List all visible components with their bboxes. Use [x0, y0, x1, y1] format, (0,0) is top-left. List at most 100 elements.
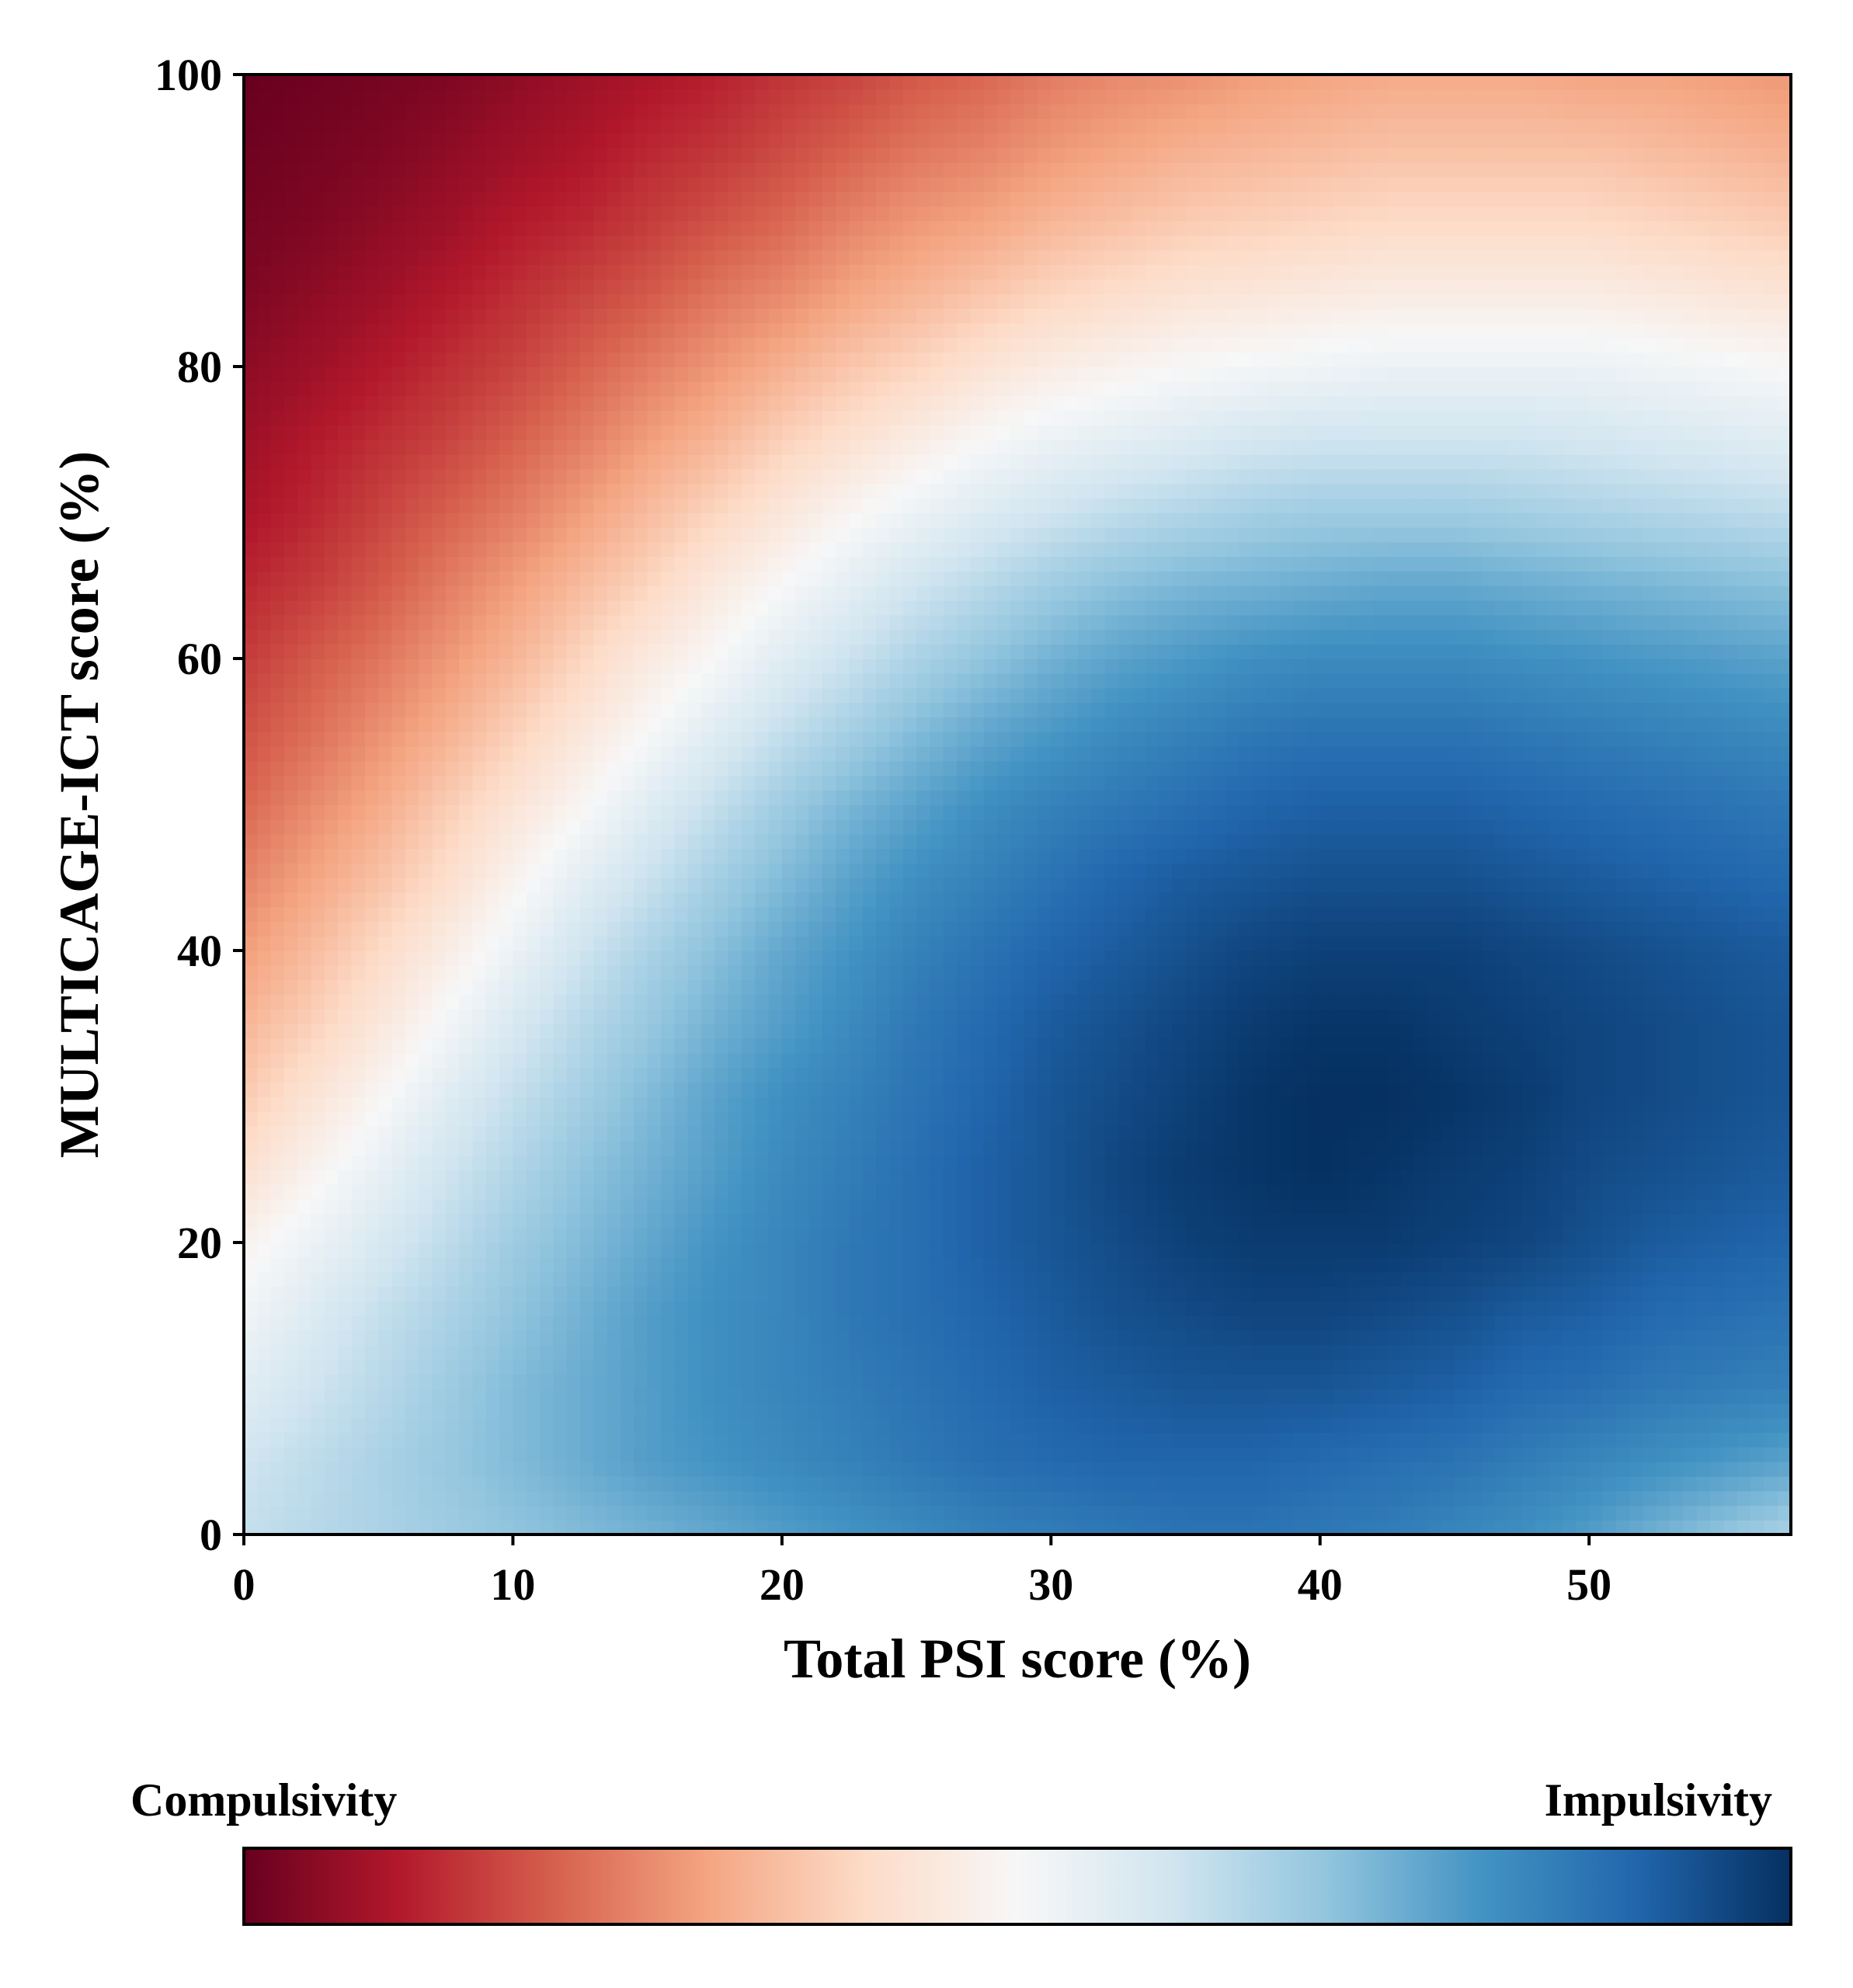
heatmap-cell — [244, 1271, 259, 1288]
heatmap-cell — [660, 1271, 676, 1288]
heatmap-cell — [1253, 1388, 1267, 1404]
heatmap-cell — [593, 1052, 608, 1069]
heatmap-cell — [983, 1490, 998, 1507]
heatmap-cell — [943, 1461, 958, 1477]
heatmap-cell — [1508, 1110, 1523, 1127]
heatmap-cell — [1696, 1271, 1711, 1288]
heatmap-cell — [781, 1110, 796, 1127]
heatmap-cell — [1764, 1388, 1778, 1404]
heatmap-cell — [607, 1315, 621, 1331]
heatmap-cell — [1198, 994, 1213, 1010]
heatmap-cell — [338, 1374, 353, 1389]
heatmap-cell — [445, 1417, 460, 1434]
heatmap-cell — [1198, 1082, 1213, 1097]
heatmap-cell — [540, 1461, 555, 1477]
heatmap-cell — [1494, 1329, 1510, 1346]
heatmap-cell — [378, 1402, 393, 1419]
heatmap-cell — [849, 906, 864, 923]
heatmap-cell — [1454, 1286, 1469, 1302]
heatmap-cell — [1696, 1256, 1711, 1273]
heatmap-cell — [795, 1432, 810, 1448]
heatmap-cell — [351, 1301, 366, 1316]
heatmap-cell — [1293, 921, 1308, 937]
heatmap-cell — [647, 1183, 662, 1200]
heatmap-cell — [1104, 1402, 1119, 1419]
heatmap-cell — [1051, 1447, 1066, 1462]
heatmap-cell — [1333, 994, 1348, 1010]
heatmap-cell — [1575, 1110, 1590, 1127]
heatmap-cell — [540, 1256, 555, 1273]
heatmap-cell — [755, 979, 770, 996]
heatmap-cell — [311, 979, 325, 996]
heatmap-cell — [1306, 979, 1321, 996]
heatmap-cell — [1239, 1110, 1253, 1127]
heatmap-cell — [405, 1329, 419, 1346]
heatmap-cell — [957, 1520, 972, 1534]
heatmap-cell — [1104, 1301, 1119, 1316]
heatmap-cell — [1629, 1125, 1644, 1142]
heatmap-cell — [755, 1183, 770, 1200]
heatmap-cell — [351, 1110, 366, 1127]
heatmap-cell — [701, 1374, 716, 1389]
heatmap-cell — [902, 1505, 917, 1521]
heatmap-cell — [1670, 1125, 1684, 1142]
heatmap-cell — [862, 1344, 877, 1361]
heatmap-cell — [1777, 1097, 1791, 1112]
heatmap-cell — [1602, 1067, 1617, 1083]
heatmap-cell — [1266, 1374, 1281, 1389]
heatmap-cell — [1077, 1256, 1093, 1273]
heatmap-cell — [634, 1461, 648, 1477]
heatmap-cell — [1145, 1490, 1159, 1507]
heatmap-cell — [1481, 1155, 1496, 1170]
heatmap-cell — [1024, 1183, 1038, 1200]
heatmap-cell — [1024, 1359, 1038, 1375]
heatmap-cell — [1508, 1256, 1523, 1273]
heatmap-cell — [1118, 1037, 1133, 1054]
heatmap-cell — [1670, 994, 1684, 1010]
heatmap-cell — [902, 1475, 917, 1492]
heatmap-cell — [1225, 1024, 1240, 1039]
heatmap-cell — [540, 1155, 555, 1170]
heatmap-cell — [1293, 1140, 1308, 1156]
heatmap-cell — [795, 1110, 810, 1127]
heatmap-cell — [1656, 1359, 1670, 1375]
heatmap-cell — [1266, 1432, 1281, 1448]
heatmap-cell — [660, 1037, 676, 1054]
heatmap-cell — [836, 1417, 850, 1434]
heatmap-cell — [970, 1125, 985, 1142]
heatmap-cell — [808, 1271, 823, 1288]
heatmap-cell — [741, 994, 756, 1010]
heatmap-cell — [1777, 1198, 1791, 1215]
heatmap-cell — [1427, 1490, 1442, 1507]
heatmap-cell — [459, 1067, 474, 1083]
heatmap-cell — [1656, 1402, 1670, 1419]
heatmap-cell — [405, 891, 419, 908]
heatmap-cell — [1521, 1198, 1536, 1215]
heatmap-cell — [1441, 1490, 1455, 1507]
heatmap-cell — [580, 1432, 595, 1448]
heatmap-cell — [1683, 979, 1698, 996]
heatmap-cell — [1225, 1417, 1240, 1434]
heatmap-cell — [244, 1052, 259, 1069]
heatmap-cell — [513, 1097, 527, 1112]
heatmap-cell — [1696, 1170, 1711, 1185]
heatmap-cell — [957, 1315, 972, 1331]
heatmap-cell — [1024, 1344, 1038, 1361]
heatmap-cell — [1427, 994, 1442, 1010]
heatmap-cell — [297, 1461, 312, 1477]
heatmap-cell — [1710, 1344, 1725, 1361]
heatmap-cell — [1575, 1140, 1590, 1156]
heatmap-cell — [741, 1067, 756, 1083]
heatmap-cell — [1306, 951, 1321, 966]
heatmap-cell — [997, 1490, 1012, 1507]
heatmap-cell — [1185, 906, 1200, 923]
heatmap-cell — [1024, 1475, 1038, 1492]
heatmap-cell — [1468, 1228, 1483, 1243]
heatmap-cell — [1374, 1417, 1389, 1434]
heatmap-cell — [795, 1228, 810, 1243]
heatmap-cell — [755, 1344, 770, 1361]
heatmap-cell — [1521, 979, 1536, 996]
heatmap — [244, 75, 1791, 1534]
heatmap-cell — [1387, 1037, 1402, 1054]
heatmap-cell — [1158, 964, 1173, 981]
